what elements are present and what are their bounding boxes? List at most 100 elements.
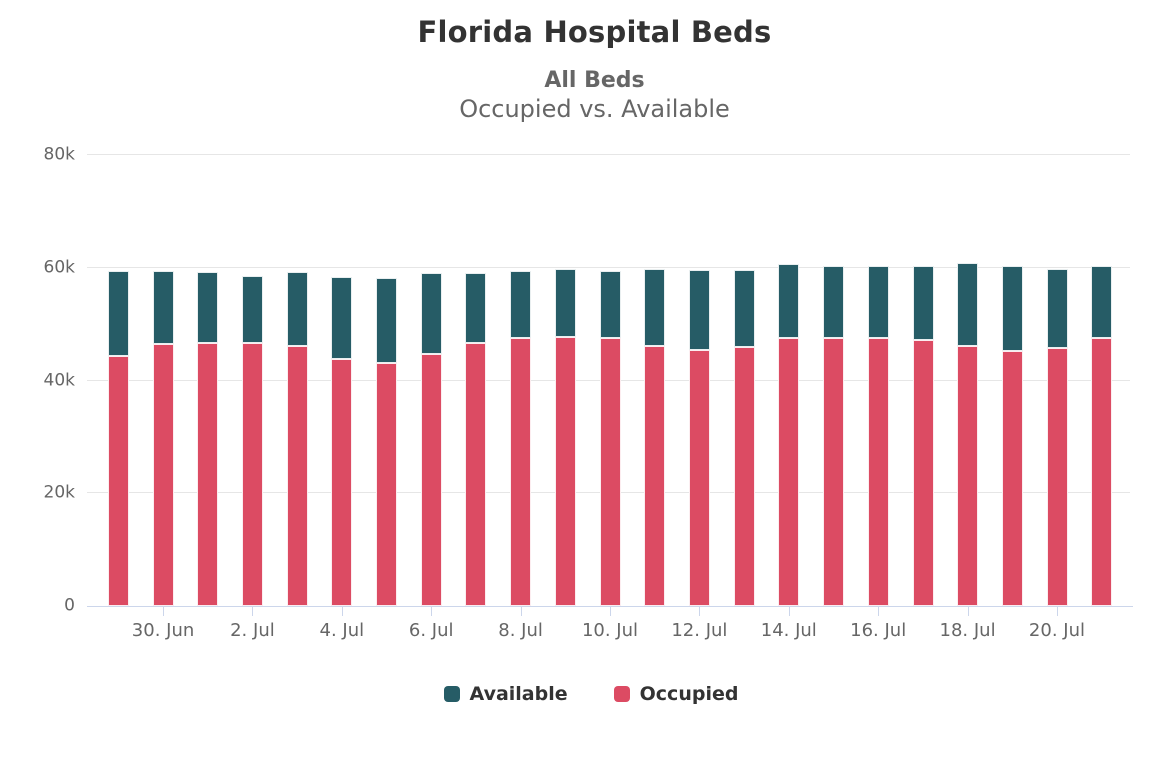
y-axis-tick-label-40k: 40k xyxy=(43,370,75,390)
bar-segment-30-jun-occupied[interactable] xyxy=(152,344,174,606)
bar-segment-15-jul-occupied[interactable] xyxy=(823,337,845,606)
bar-segment-5-jul-available[interactable] xyxy=(376,278,398,364)
bar-slot-29-jun xyxy=(96,155,141,606)
bar-13-jul xyxy=(733,155,755,606)
bar-segment-12-jul-occupied[interactable] xyxy=(688,350,710,606)
x-axis-tick-label-14-jul: 14. Jul xyxy=(760,620,817,641)
bar-1-jul xyxy=(197,155,219,606)
bar-segment-10-jul-available[interactable] xyxy=(599,271,621,339)
x-axis-tick-14-jul xyxy=(788,606,790,616)
bar-segment-17-jul-available[interactable] xyxy=(912,265,934,340)
bar-segment-14-jul-occupied[interactable] xyxy=(778,337,800,606)
bar-segment-4-jul-occupied[interactable] xyxy=(331,359,353,606)
bar-segment-9-jul-available[interactable] xyxy=(554,268,576,337)
bar-slot-3-jul xyxy=(275,155,320,606)
bar-segment-21-jul-occupied[interactable] xyxy=(1091,338,1113,606)
bar-segment-5-jul-occupied[interactable] xyxy=(376,363,398,606)
bar-segment-16-jul-occupied[interactable] xyxy=(867,338,889,606)
bar-segment-17-jul-occupied[interactable] xyxy=(912,339,934,606)
bar-segment-18-jul-available[interactable] xyxy=(957,263,979,347)
bar-segment-6-jul-available[interactable] xyxy=(420,273,442,355)
bar-slot-12-jul xyxy=(677,155,722,606)
bar-4-jul xyxy=(331,155,353,606)
x-axis-line xyxy=(87,606,1133,607)
plot-area xyxy=(87,154,1130,606)
bar-segment-11-jul-available[interactable] xyxy=(644,269,666,346)
bar-17-jul xyxy=(912,155,934,606)
x-axis-tick-18-jul xyxy=(967,606,969,616)
legend-item-available[interactable]: Available xyxy=(443,683,568,705)
bar-segment-7-jul-occupied[interactable] xyxy=(465,342,487,606)
bar-21-jul xyxy=(1091,155,1113,606)
bar-segment-8-jul-available[interactable] xyxy=(510,271,532,339)
bar-slot-18-jul xyxy=(945,155,990,606)
bar-segment-12-jul-available[interactable] xyxy=(688,270,710,351)
bar-segment-15-jul-available[interactable] xyxy=(823,265,845,338)
bar-segment-10-jul-occupied[interactable] xyxy=(599,338,621,606)
bar-16-jul xyxy=(867,155,889,606)
bars-container xyxy=(96,155,1124,606)
x-axis-tick-label-2-jul: 2. Jul xyxy=(230,620,275,641)
bar-segment-2-jul-available[interactable] xyxy=(241,276,263,343)
y-axis-tick-label-0: 0 xyxy=(64,595,75,616)
bar-segment-7-jul-available[interactable] xyxy=(465,272,487,343)
bar-slot-17-jul xyxy=(901,155,946,606)
legend-swatch-available-icon xyxy=(443,686,460,702)
bar-19-jul xyxy=(1001,155,1023,606)
bar-segment-4-jul-available[interactable] xyxy=(331,276,353,360)
bar-12-jul xyxy=(688,155,710,606)
x-axis-tick-4-jul xyxy=(341,606,343,616)
bar-segment-29-jun-available[interactable] xyxy=(107,270,129,357)
bar-segment-19-jul-occupied[interactable] xyxy=(1001,351,1023,606)
legend: Available Occupied xyxy=(0,683,1152,705)
bar-segment-30-jun-available[interactable] xyxy=(152,270,174,345)
bar-segment-1-jul-available[interactable] xyxy=(197,272,219,344)
bar-29-jun xyxy=(107,155,129,606)
chart-title: Florida Hospital Beds xyxy=(417,15,772,49)
gridline-60k xyxy=(87,266,1130,268)
bar-segment-19-jul-available[interactable] xyxy=(1001,265,1023,352)
x-axis-tick-30-jun xyxy=(163,606,165,616)
bar-segment-18-jul-occupied[interactable] xyxy=(957,346,979,606)
bar-segment-9-jul-occupied[interactable] xyxy=(554,336,576,606)
bar-14-jul xyxy=(778,155,800,606)
bar-6-jul xyxy=(420,155,442,606)
bar-segment-2-jul-occupied[interactable] xyxy=(241,342,263,606)
legend-item-occupied[interactable]: Occupied xyxy=(613,683,738,705)
x-axis-tick-8-jul xyxy=(520,606,522,616)
x-axis-tick-label-12-jul: 12. Jul xyxy=(671,620,728,641)
legend-swatch-occupied-icon xyxy=(613,686,630,702)
x-axis-tick-2-jul xyxy=(252,606,254,616)
bar-segment-1-jul-occupied[interactable] xyxy=(197,343,219,606)
bar-segment-29-jun-occupied[interactable] xyxy=(107,356,129,606)
bar-18-jul xyxy=(957,155,979,606)
bar-7-jul xyxy=(465,155,487,606)
bar-segment-20-jul-occupied[interactable] xyxy=(1046,348,1068,606)
bar-slot-10-jul xyxy=(588,155,633,606)
bar-15-jul xyxy=(823,155,845,606)
bar-segment-6-jul-occupied[interactable] xyxy=(420,354,442,606)
bar-8-jul xyxy=(510,155,532,606)
bar-segment-14-jul-available[interactable] xyxy=(778,264,800,338)
bar-segment-11-jul-occupied[interactable] xyxy=(644,345,666,606)
x-axis-tick-20-jul xyxy=(1056,606,1058,616)
bar-slot-15-jul xyxy=(811,155,856,606)
bar-slot-5-jul xyxy=(364,155,409,606)
bar-slot-9-jul xyxy=(543,155,588,606)
bar-segment-13-jul-available[interactable] xyxy=(733,270,755,347)
bar-slot-6-jul xyxy=(409,155,454,606)
x-axis-tick-10-jul xyxy=(610,606,611,616)
bar-2-jul xyxy=(241,155,263,606)
bar-segment-20-jul-available[interactable] xyxy=(1046,269,1068,349)
bar-slot-19-jul xyxy=(990,155,1035,606)
x-axis-tick-16-jul xyxy=(878,606,880,616)
bar-segment-16-jul-available[interactable] xyxy=(867,265,889,339)
bar-slot-30-jun xyxy=(141,155,186,606)
x-axis-tick-label-10-jul: 10. Jul xyxy=(581,620,639,641)
bar-slot-13-jul xyxy=(722,155,767,606)
bar-segment-8-jul-occupied[interactable] xyxy=(510,338,532,606)
bar-segment-3-jul-available[interactable] xyxy=(286,271,308,347)
bar-segment-3-jul-occupied[interactable] xyxy=(286,346,308,606)
bar-segment-21-jul-available[interactable] xyxy=(1091,265,1113,339)
bar-segment-13-jul-occupied[interactable] xyxy=(733,346,755,606)
